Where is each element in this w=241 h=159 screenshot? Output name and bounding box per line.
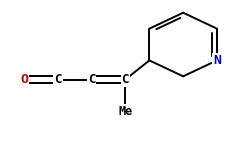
Text: C: C (54, 73, 62, 86)
Text: Me: Me (118, 105, 133, 118)
Text: N: N (213, 54, 221, 67)
Text: C: C (88, 73, 95, 86)
Text: C: C (121, 73, 129, 86)
Text: O: O (20, 73, 28, 86)
